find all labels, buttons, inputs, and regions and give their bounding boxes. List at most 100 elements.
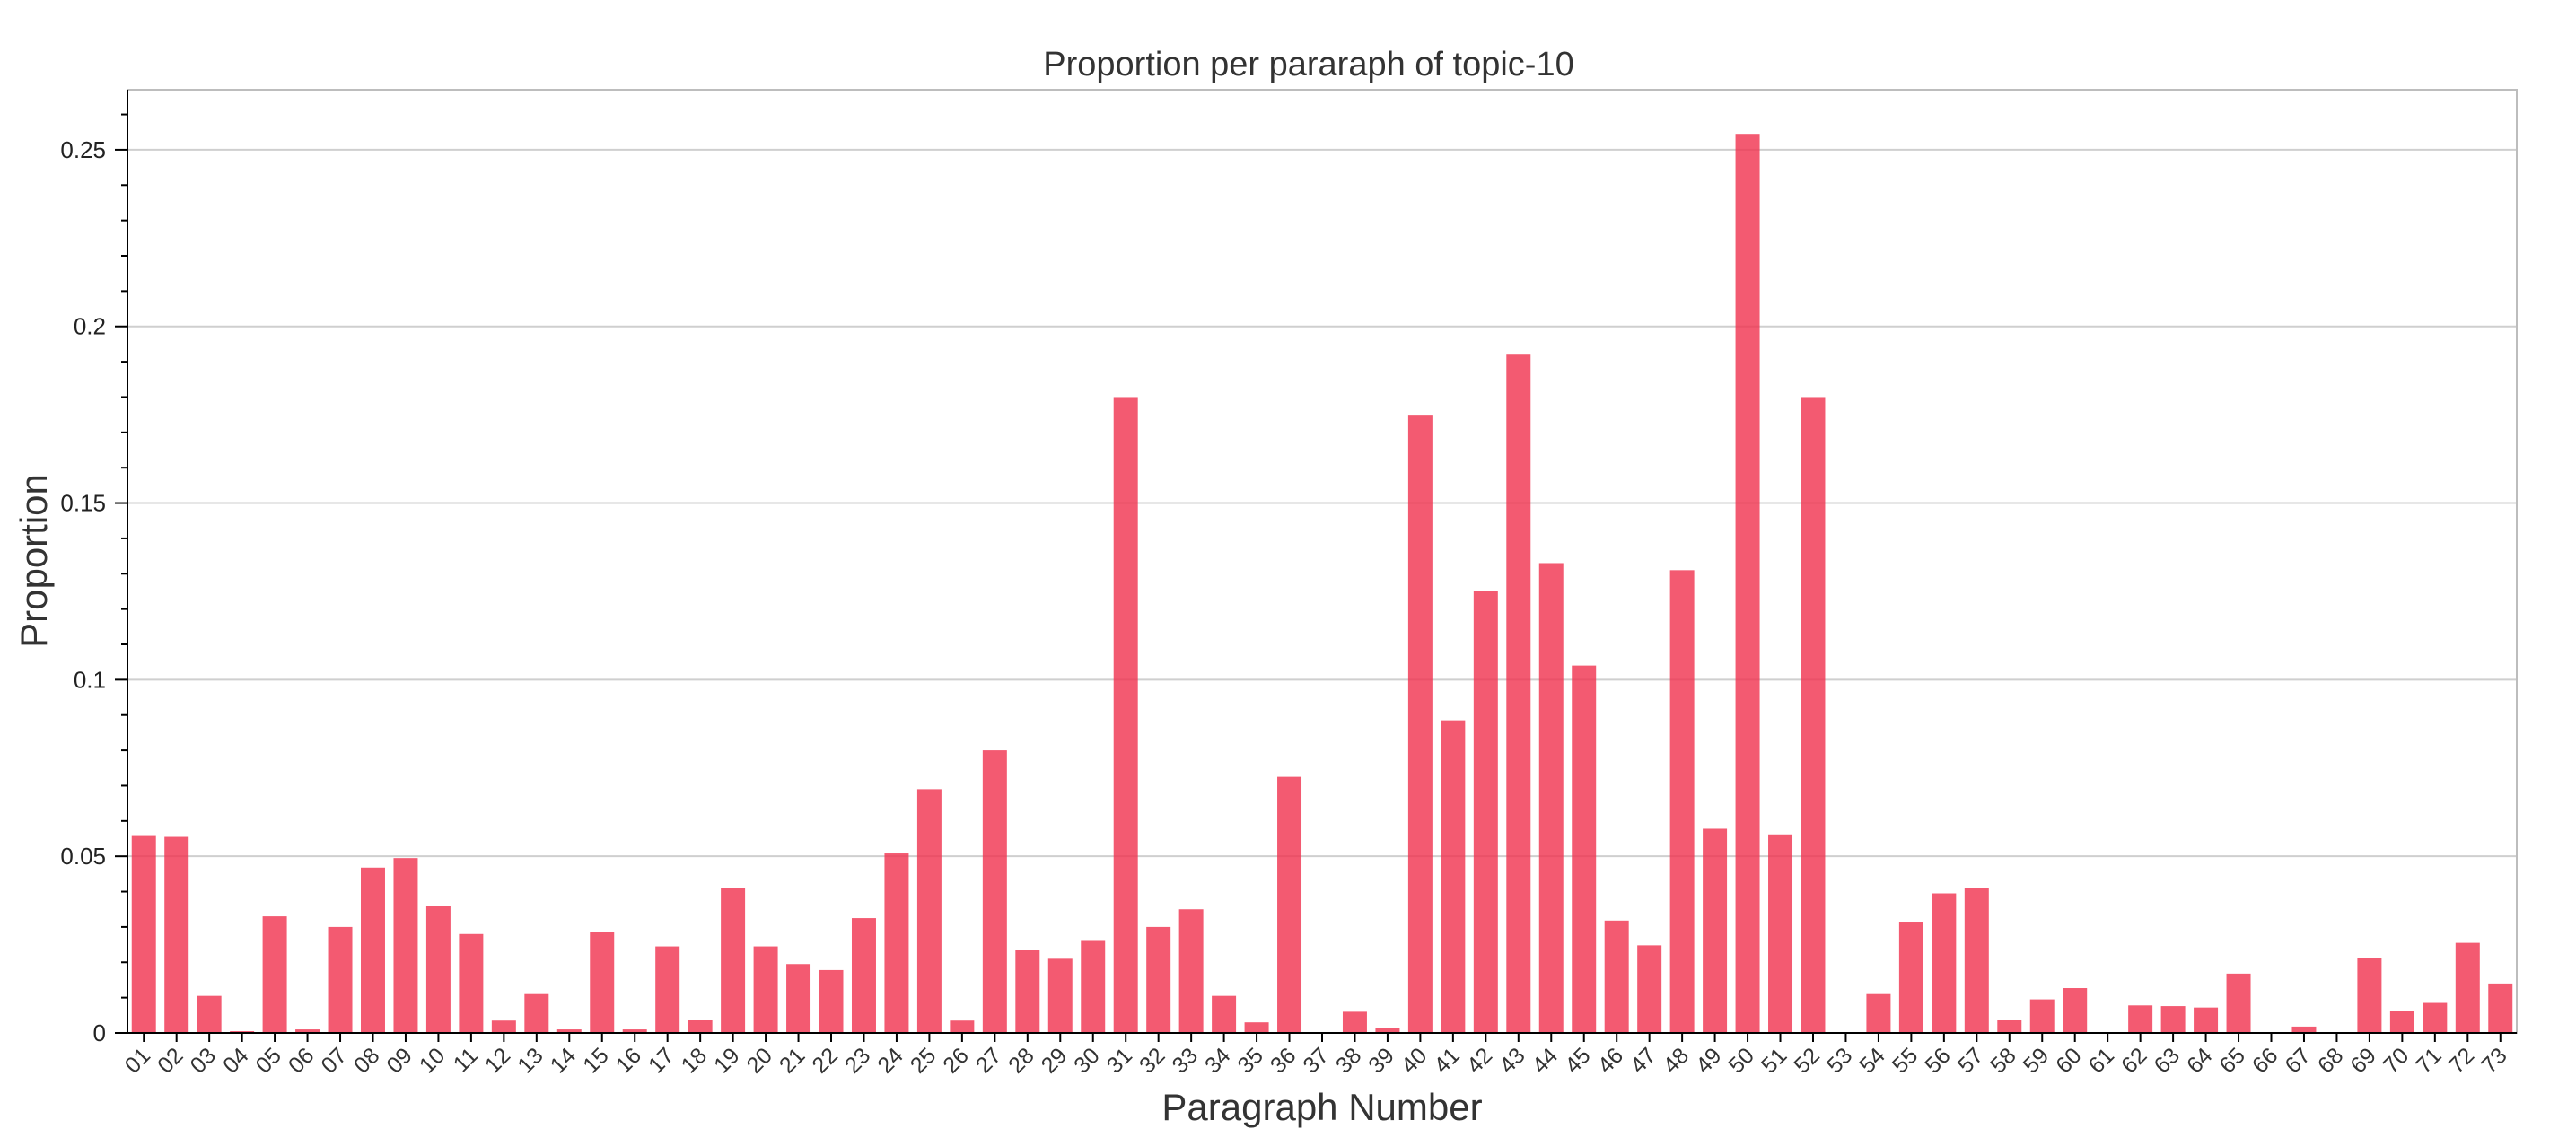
x-tick-label: 09 [381,1043,416,1078]
x-tick-label: 35 [1233,1043,1268,1078]
x-tick-label: 47 [1625,1043,1660,1078]
bar-46 [1604,920,1629,1033]
x-tick-label: 66 [2247,1043,2282,1078]
bar-32 [1146,926,1171,1033]
x-tick-label: 11 [449,1043,483,1077]
bar-62 [2128,1005,2153,1033]
y-tick-label: 0.2 [74,313,106,340]
x-tick-label: 69 [2345,1043,2380,1078]
x-tick-label: 72 [2444,1043,2479,1078]
x-tick-label: 01 [120,1043,155,1078]
bar-23 [851,918,876,1033]
y-tick-label: 0 [93,1020,106,1046]
grid-lines [127,148,2517,858]
bar-38 [1342,1011,1367,1033]
bar-08 [361,867,385,1033]
x-tick-label: 59 [2019,1043,2054,1078]
bar-16 [622,1029,647,1033]
x-tick-label: 05 [251,1043,286,1078]
bar-26 [950,1020,975,1033]
bar-02 [164,836,189,1033]
x-tick-label: 31 [1102,1043,1137,1078]
bar-55 [1898,922,1923,1033]
chart-title: Proportion per pararaph of topic-10 [1043,46,1573,83]
bar-47 [1637,945,1662,1033]
x-tick-label: 41 [1429,1043,1464,1078]
bar-51 [1768,834,1793,1033]
bar-05 [262,916,287,1033]
x-tick-label: 03 [186,1043,221,1078]
x-axis-ticks: 0102030405060708091011121314151617181920… [120,1033,2512,1079]
bar-25 [916,789,942,1033]
x-tick-label: 15 [578,1043,613,1078]
x-tick-label: 25 [906,1043,941,1078]
x-tick-label: 61 [2084,1043,2119,1078]
bar-06 [295,1029,320,1033]
x-tick-label: 02 [153,1043,188,1078]
y-tick-label: 0.1 [74,666,106,693]
bar-41 [1441,720,1466,1033]
x-tick-label: 30 [1069,1043,1104,1078]
x-tick-label: 67 [2280,1043,2315,1078]
x-tick-label: 49 [1691,1043,1726,1078]
x-tick-label: 63 [2150,1043,2185,1078]
x-tick-label: 33 [1168,1043,1203,1078]
x-tick-label: 20 [742,1043,777,1078]
x-tick-label: 68 [2313,1043,2348,1078]
x-tick-label: 62 [2116,1043,2151,1078]
x-tick-label: 58 [1985,1043,2020,1078]
bar-59 [2029,999,2055,1033]
bar-69 [2357,958,2382,1033]
bar-34 [1212,995,1237,1033]
bar-07 [328,926,353,1033]
bar-42 [1473,591,1498,1033]
x-tick-label: 23 [840,1043,875,1078]
bar-43 [1506,354,1531,1034]
x-tick-label: 34 [1200,1043,1236,1079]
x-tick-label: 21 [775,1043,810,1078]
bar-33 [1178,909,1204,1033]
x-tick-label: 29 [1037,1043,1072,1078]
bar-65 [2226,973,2251,1033]
bar-45 [1572,665,1597,1033]
x-tick-label: 04 [218,1043,254,1079]
x-tick-label: 57 [1953,1043,1988,1078]
x-tick-label: 36 [1266,1043,1301,1078]
x-tick-label: 73 [2476,1043,2511,1078]
bar-48 [1669,570,1695,1033]
x-tick-label: 71 [2411,1043,2446,1078]
x-tick-label: 38 [1331,1043,1366,1078]
x-tick-label: 06 [284,1043,319,1078]
x-tick-label: 39 [1363,1043,1398,1078]
x-tick-label: 50 [1724,1043,1759,1078]
bar-36 [1277,776,1302,1033]
bar-13 [524,993,549,1033]
x-tick-label: 26 [938,1043,973,1078]
x-tick-label: 12 [480,1043,515,1078]
bar-03 [197,995,222,1033]
bar-49 [1703,828,1728,1033]
y-axis-ticks: 0 0.05 0.1 0.15 0.2 0.25 [60,113,127,1046]
bar-54 [1866,993,1891,1033]
x-tick-label: 13 [513,1043,548,1078]
x-tick-label: 08 [349,1043,384,1078]
x-tick-label: 65 [2214,1043,2249,1078]
bar-70 [2389,1011,2414,1033]
bar-67 [2291,1026,2317,1033]
bar-58 [1997,1020,2022,1033]
bar-27 [982,750,1007,1033]
x-tick-label: 32 [1135,1043,1170,1078]
bar-71 [2423,1002,2448,1033]
bar-22 [819,969,844,1033]
x-tick-label: 43 [1494,1043,1529,1078]
plot-frame [127,89,2518,1034]
x-tick-label: 53 [1822,1043,1857,1078]
bar-17 [655,946,680,1033]
x-tick-label: 55 [1888,1043,1923,1078]
y-axis-label: Proportion [13,474,55,648]
x-tick-label: 19 [709,1043,744,1078]
bar-72 [2455,942,2480,1033]
x-tick-label: 40 [1397,1043,1432,1078]
x-tick-label: 56 [1920,1043,1955,1078]
x-tick-label: 27 [971,1043,1006,1078]
